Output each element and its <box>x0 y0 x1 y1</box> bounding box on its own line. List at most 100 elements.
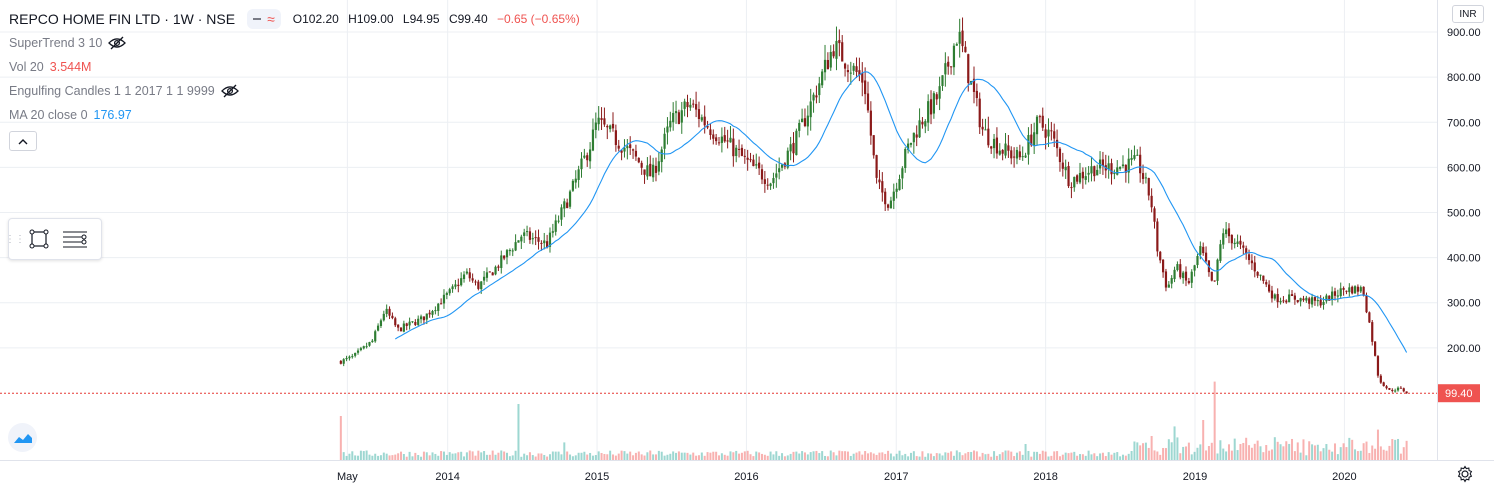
volume-bar <box>1308 441 1311 460</box>
candle-body <box>434 310 437 312</box>
volume-bar <box>385 453 388 460</box>
volume-bar <box>623 451 626 460</box>
volume-bar <box>855 452 858 460</box>
open-value: O102.20 <box>292 12 339 26</box>
candle-body <box>362 346 365 349</box>
gear-icon[interactable] <box>1456 465 1474 483</box>
indicator-engulfing[interactable]: Engulfing Candles 1 1 2017 1 1 9999 <box>9 79 586 103</box>
eye-off-icon[interactable] <box>108 36 127 50</box>
candle-body <box>1010 150 1013 159</box>
eye-off-icon[interactable] <box>220 84 239 98</box>
y-tick-label: 800.00 <box>1447 72 1481 84</box>
candle-body <box>864 80 867 95</box>
volume-bar <box>463 456 466 460</box>
candle-body <box>886 204 890 208</box>
candle-body <box>586 155 589 161</box>
indicator-supertrend[interactable]: SuperTrend 3 10 <box>9 31 586 55</box>
lines-tool-button[interactable] <box>57 221 93 257</box>
candle-body <box>846 70 850 73</box>
candle-body <box>723 135 726 142</box>
last-price-value: 99.40 <box>1445 388 1473 400</box>
candle-body <box>1385 386 1388 389</box>
volume-bar <box>1288 443 1291 460</box>
volume-bar <box>411 456 414 460</box>
volume-bar <box>589 452 592 460</box>
volume-bar <box>1033 451 1036 460</box>
volume-bar <box>1041 450 1044 460</box>
candle-body <box>706 125 709 128</box>
candle-body <box>448 289 451 294</box>
candle-body <box>1336 295 1339 297</box>
volume-bar <box>844 451 847 460</box>
indicator-volume[interactable]: Vol 20 3.544M <box>9 55 586 79</box>
candle-body <box>1310 297 1314 305</box>
volume-bar <box>803 452 806 460</box>
volume-bar <box>732 452 735 460</box>
candle-body <box>1374 341 1377 356</box>
drag-handle-icon[interactable]: ⋮⋮ <box>5 233 25 245</box>
price-axis[interactable]: 200.00 300.00 400.00 500.00 600.00 700.00 800.… <box>1447 27 1481 355</box>
indicator-ma[interactable]: MA 20 close 0 176.97 <box>9 103 586 127</box>
currency-label[interactable]: INR <box>1452 5 1484 23</box>
volume-bar <box>755 451 758 460</box>
indicator-value: 3.544M <box>49 60 92 74</box>
volume-bar <box>523 453 526 460</box>
candle-body <box>949 66 953 68</box>
volume-bar <box>617 453 620 460</box>
candle-body <box>379 320 383 326</box>
candle-body <box>1273 294 1276 299</box>
volume-bar <box>1268 450 1271 460</box>
candle-body <box>1018 151 1021 158</box>
candle-body <box>1236 241 1239 244</box>
candle-body <box>1167 284 1170 288</box>
candle-body <box>703 116 706 126</box>
series-style-pill[interactable]: ≈ <box>247 9 281 29</box>
volume-bar <box>1296 442 1299 460</box>
x-tick-label: 2016 <box>734 471 758 483</box>
collapse-legend-button[interactable] <box>9 131 37 151</box>
candle-body <box>904 148 907 169</box>
candle-body <box>964 46 967 53</box>
indicator-name: Engulfing Candles 1 1 2017 1 1 9999 <box>9 84 215 98</box>
volume-bar <box>382 452 385 460</box>
volume-bar <box>835 455 838 460</box>
candle-body <box>1253 262 1256 272</box>
candle-body <box>356 350 360 353</box>
last-price-label: 99.40 <box>1438 384 1480 403</box>
volume-bar <box>858 451 861 460</box>
volume-bar <box>494 454 497 460</box>
candle-body <box>652 164 655 178</box>
volume-bar <box>958 452 961 460</box>
candle-body <box>442 294 446 304</box>
symbol-title[interactable]: REPCO HOME FIN LTD · 1W · NSE <box>9 11 236 27</box>
volume-bar <box>1199 444 1202 460</box>
candle-body <box>445 293 448 295</box>
candle-body <box>405 323 408 327</box>
tradingview-logo-icon[interactable] <box>8 423 37 452</box>
candle-body <box>841 42 844 62</box>
volume-bar <box>365 450 368 460</box>
volume-bar <box>351 451 354 460</box>
candle-body <box>1270 290 1274 299</box>
floating-drawing-toolbar[interactable]: ⋮⋮ <box>5 218 102 260</box>
candle-body <box>1024 155 1027 158</box>
candle-body <box>1322 301 1325 305</box>
volume-bar <box>1397 438 1400 460</box>
volume-bar <box>838 450 841 460</box>
rectangle-tool-button[interactable] <box>21 221 57 257</box>
candle-body <box>915 134 918 138</box>
volume-bar <box>964 453 967 460</box>
time-axis[interactable]: May 2014 2015 2016 2017 2018 2019 2020 <box>337 471 1357 483</box>
candle-body <box>1302 298 1305 301</box>
candle-body <box>666 126 669 133</box>
volume-bar <box>1173 426 1176 460</box>
candle-body <box>437 303 440 311</box>
volume-bar <box>944 452 947 460</box>
x-tick-label: 2014 <box>435 471 459 483</box>
volume-bar <box>672 451 675 460</box>
candle-body <box>1316 300 1319 302</box>
volume-bar <box>712 451 715 460</box>
volume-bar <box>801 451 804 460</box>
candle-body <box>1359 287 1362 292</box>
